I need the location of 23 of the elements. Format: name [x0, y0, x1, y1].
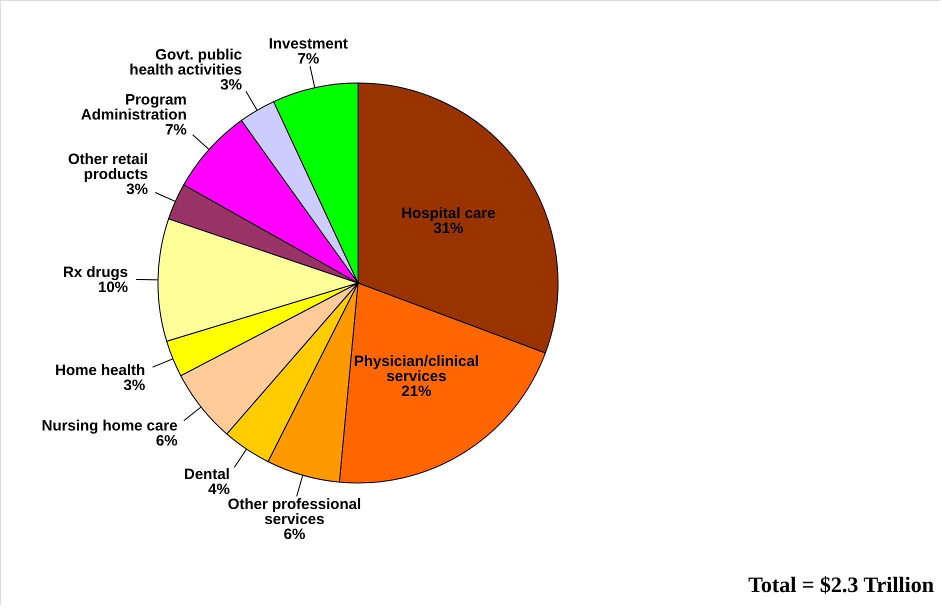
slice-label: Hospital care: [401, 204, 496, 222]
data-label: 6%: [156, 432, 178, 450]
slice-label: Program Administration: [80, 91, 187, 124]
slice-label: Home health: [55, 362, 146, 380]
slice-label: Physician/clinical services: [354, 353, 479, 386]
data-label: 4%: [208, 480, 230, 498]
slice-label: Rx drugs: [63, 264, 128, 281]
data-label: 7%: [165, 121, 187, 138]
slice-label: Other professional services: [228, 496, 362, 528]
data-label: 7%: [297, 50, 320, 68]
data-label: 21%: [401, 383, 432, 400]
data-label: 10%: [98, 278, 128, 296]
data-label: 31%: [433, 220, 464, 237]
data-label: 3%: [123, 377, 146, 394]
slice-label: Investment: [268, 35, 348, 52]
slice-label: Govt. public health activities: [129, 46, 242, 78]
data-label: 6%: [284, 526, 306, 544]
data-label: 3%: [220, 76, 242, 94]
text: Total = $2.3 Trillion: [748, 572, 934, 597]
slice-label: Dental: [184, 466, 230, 483]
data-label: 3%: [126, 181, 148, 198]
slice-label: Nursing home care: [42, 418, 178, 435]
slice-label: Other retail products: [68, 151, 148, 184]
